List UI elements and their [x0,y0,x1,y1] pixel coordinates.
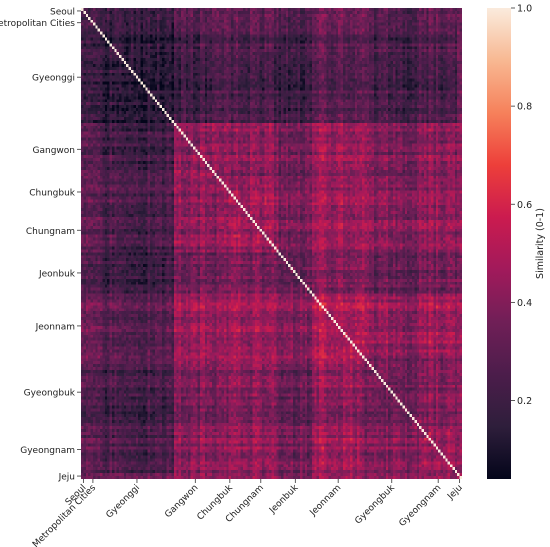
x-tick-label: Gyeongnam [398,483,444,529]
colorbar-tick-label: 0.8 [517,102,532,113]
x-tick-label: Gyeongbuk [353,482,397,526]
y-tick-label: Gyeonggi [32,74,75,84]
x-tick-label: Jeonbuk [267,482,301,516]
x-tick-label: Jeonnam [308,483,344,519]
x-tick-label: Jeju [445,483,464,502]
colorbar-tick-label: 0.4 [517,298,532,309]
colorbar-gradient [487,8,511,479]
y-tick-label: Gyeongnam [20,446,75,456]
y-tick-label: Metropolitan Cities [0,19,75,29]
y-tick-label: Seoul [50,7,75,17]
y-tick-label: Chungnam [26,227,75,237]
y-tick-label: Chungbuk [29,188,76,198]
y-tick-label: Jeonnam [35,322,75,332]
y-axis-ticks: Seoul Metropolitan Cities Gyeonggi Gangwon C… [0,7,81,483]
heatmap-cell-grid [81,8,462,479]
colorbar-label: Similarity (0-1) [535,208,546,279]
colorbar-tick-label: 0.6 [517,200,532,211]
x-tick-label: Gangwon [163,483,200,520]
y-tick-label: Gangwon [33,146,75,156]
colorbar: 0.2 0.4 0.6 0.8 1.0 Similarity (0-1) [487,4,546,479]
y-tick-label: Jeonbuk [38,269,76,279]
colorbar-tick-label: 0.2 [517,396,532,407]
heatmap-cells [81,8,462,479]
x-tick-label: Metropolitan Cities [31,483,98,547]
x-tick-label: Gyeonggi [105,483,142,520]
y-tick-label: Jeju [58,473,75,483]
colorbar-tick-label: 1.0 [517,4,532,15]
y-tick-label: Gyeongbuk [24,389,76,399]
